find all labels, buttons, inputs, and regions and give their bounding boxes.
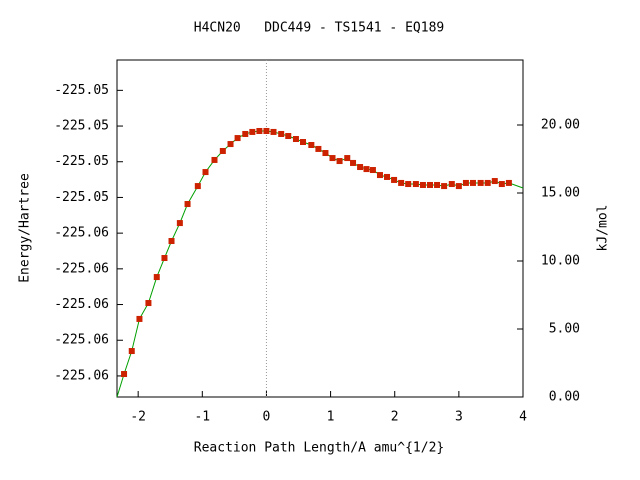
x-tick-label: 3 bbox=[455, 410, 463, 425]
point-marker bbox=[153, 274, 160, 281]
point-marker bbox=[227, 141, 234, 148]
point-marker bbox=[448, 181, 455, 188]
point-marker bbox=[491, 178, 498, 185]
point-marker bbox=[145, 300, 152, 307]
point-marker bbox=[176, 220, 183, 227]
y-tick-label: -225.05 bbox=[54, 83, 109, 98]
point-marker bbox=[278, 130, 285, 137]
point-marker bbox=[161, 255, 168, 262]
point-marker bbox=[211, 156, 218, 163]
point-marker bbox=[376, 172, 383, 179]
y-tick-label: -225.05 bbox=[54, 119, 109, 134]
x-tick-label: -2 bbox=[130, 410, 146, 425]
point-marker bbox=[505, 179, 512, 186]
y-tick-label: -225.06 bbox=[54, 297, 109, 312]
point-marker bbox=[419, 181, 426, 188]
point-marker bbox=[128, 348, 135, 355]
point-marker bbox=[329, 155, 336, 162]
x-tick-label: -1 bbox=[194, 410, 210, 425]
curve bbox=[116, 130, 524, 398]
y2-tick-label: 0.00 bbox=[549, 390, 580, 405]
y-tick-label: -225.06 bbox=[54, 226, 109, 241]
point-marker bbox=[263, 127, 270, 134]
point-marker bbox=[219, 147, 226, 154]
y-tick-label: -225.05 bbox=[54, 154, 109, 169]
y-tick-label: -225.06 bbox=[54, 261, 109, 276]
y-tick-label: -225.06 bbox=[54, 368, 109, 383]
point-marker bbox=[242, 130, 249, 137]
point-marker bbox=[498, 181, 505, 188]
point-marker bbox=[285, 133, 292, 140]
y2-tick-label: 15.00 bbox=[541, 186, 580, 201]
point-marker bbox=[322, 150, 329, 157]
y-axis-label: Energy/Hartree bbox=[18, 173, 33, 283]
y2-tick-label: 10.00 bbox=[541, 254, 580, 269]
x-axis-label: Reaction Path Length/A amu^{1/2} bbox=[194, 441, 444, 456]
point-marker bbox=[121, 371, 128, 378]
point-marker bbox=[477, 179, 484, 186]
point-marker bbox=[136, 315, 143, 322]
chart-title: H4CN20 DDC449 - TS1541 - EQ189 bbox=[194, 21, 444, 36]
point-marker bbox=[462, 179, 469, 186]
point-marker bbox=[300, 139, 307, 146]
point-marker bbox=[357, 164, 364, 171]
point-marker bbox=[455, 183, 462, 190]
y2-tick-label: 5.00 bbox=[549, 322, 580, 337]
x-tick-label: 0 bbox=[263, 410, 271, 425]
point-marker bbox=[391, 176, 398, 183]
x-tick-label: 2 bbox=[391, 410, 399, 425]
x-tick-label: 4 bbox=[519, 410, 527, 425]
point-marker bbox=[336, 158, 343, 165]
point-marker bbox=[441, 183, 448, 190]
point-marker bbox=[184, 201, 191, 208]
point-marker bbox=[398, 179, 405, 186]
point-marker bbox=[292, 136, 299, 143]
y2-axis-label: kJ/mol bbox=[596, 205, 611, 252]
point-marker bbox=[194, 183, 201, 190]
point-marker bbox=[384, 173, 391, 180]
point-marker bbox=[412, 181, 419, 188]
point-marker bbox=[363, 166, 370, 173]
point-marker bbox=[434, 181, 441, 188]
point-marker bbox=[426, 181, 433, 188]
point-marker bbox=[308, 141, 315, 148]
y-tick-label: -225.06 bbox=[54, 333, 109, 348]
point-marker bbox=[168, 238, 175, 245]
x-tick-label: 1 bbox=[327, 410, 335, 425]
point-marker bbox=[249, 128, 256, 135]
point-marker bbox=[344, 155, 351, 162]
point-marker bbox=[469, 179, 476, 186]
point-marker bbox=[315, 145, 322, 152]
y-tick-label: -225.05 bbox=[54, 190, 109, 205]
point-marker bbox=[369, 167, 376, 174]
point-marker bbox=[405, 181, 412, 188]
point-marker bbox=[234, 135, 241, 142]
y2-tick-label: 20.00 bbox=[541, 118, 580, 133]
point-marker bbox=[202, 169, 209, 176]
point-marker bbox=[350, 159, 357, 166]
point-marker bbox=[484, 179, 491, 186]
point-marker bbox=[256, 127, 263, 134]
point-marker bbox=[270, 128, 277, 135]
plot-frame bbox=[116, 59, 524, 398]
